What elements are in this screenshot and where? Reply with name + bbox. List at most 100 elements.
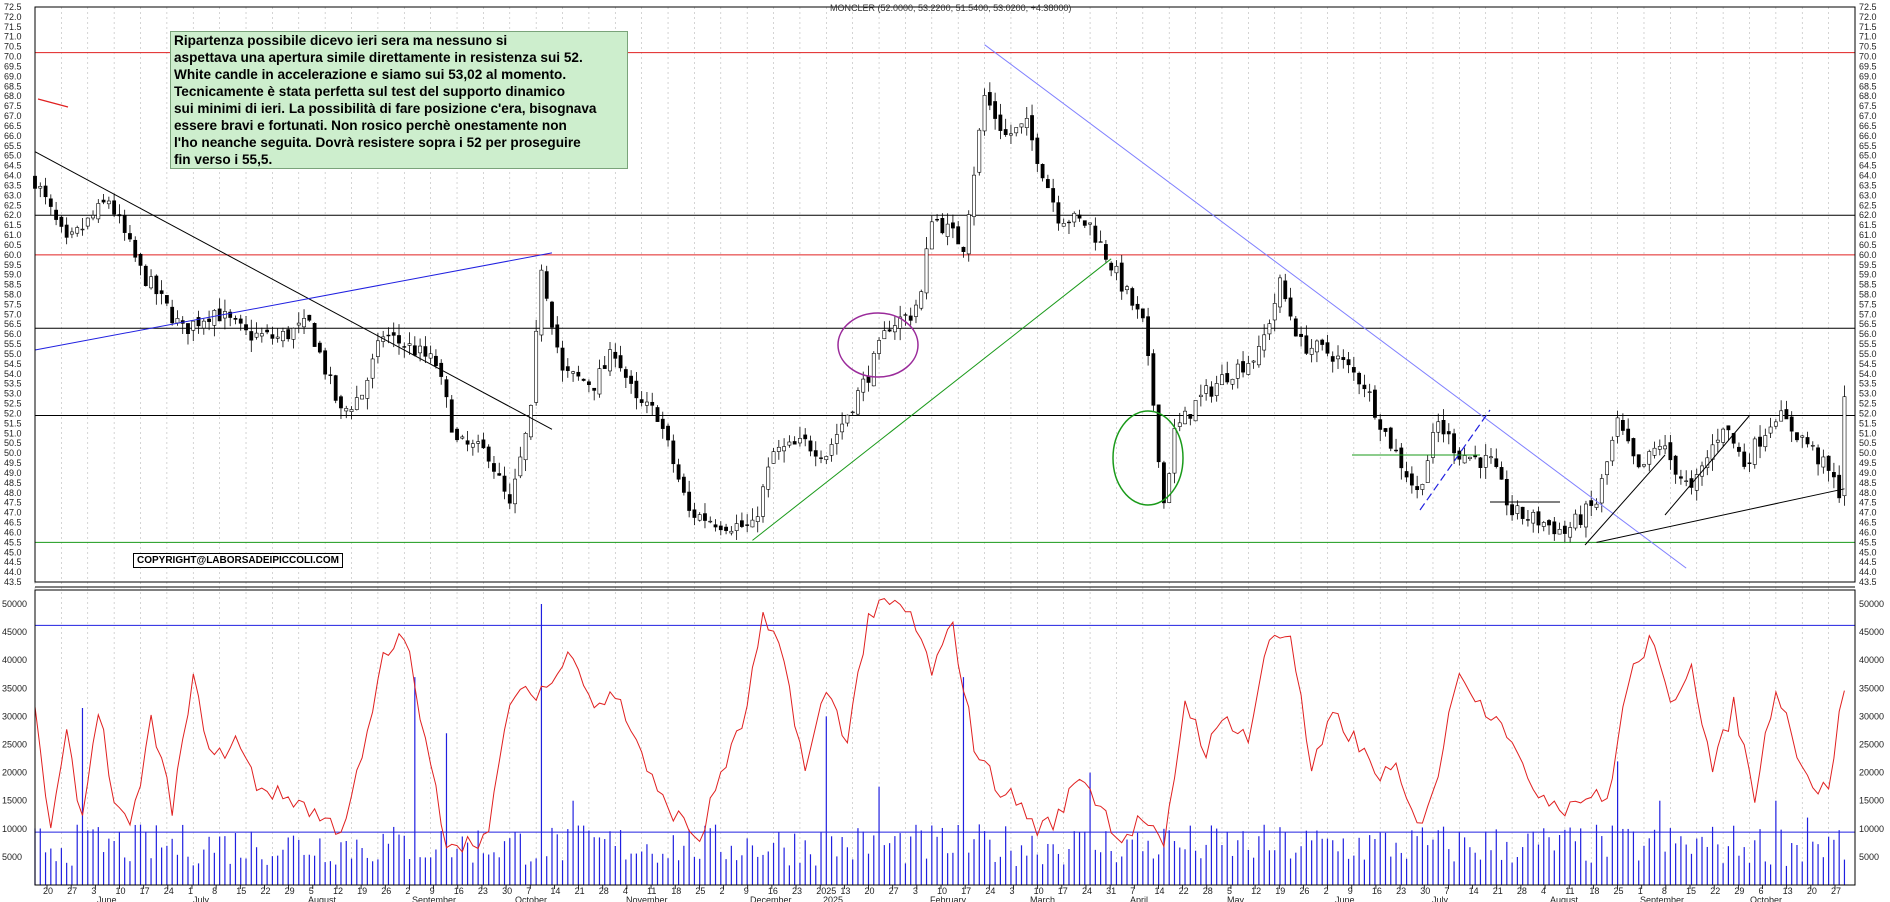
price-tick-label-right: 62.5 bbox=[1859, 200, 1877, 210]
candle-body bbox=[1842, 396, 1847, 497]
price-tick-label-right: 63.5 bbox=[1859, 180, 1877, 190]
candle-body bbox=[972, 174, 976, 217]
date-tick-label: 14 bbox=[1154, 886, 1164, 896]
date-tick-label: 1 bbox=[1638, 886, 1643, 896]
candle-body bbox=[1162, 462, 1166, 504]
candle-body bbox=[412, 345, 417, 356]
candle-body bbox=[418, 345, 423, 354]
price-tick-label-left: 49.0 bbox=[4, 468, 22, 478]
date-tick-label: 9 bbox=[1348, 886, 1353, 896]
price-tick-label-left: 61.0 bbox=[4, 230, 22, 240]
candle-body bbox=[175, 318, 180, 324]
candle-body bbox=[587, 381, 591, 385]
price-tick-label-left: 44.5 bbox=[4, 557, 22, 567]
price-tick-label-left: 67.5 bbox=[4, 101, 22, 111]
month-label: May bbox=[1227, 895, 1245, 902]
candle-body bbox=[1299, 333, 1303, 337]
price-tick-label-right: 69.5 bbox=[1859, 61, 1877, 71]
trendlines bbox=[34, 44, 1845, 569]
price-tick-label-left: 55.0 bbox=[4, 349, 22, 359]
candle-body bbox=[1752, 438, 1757, 465]
date-tick-label: 8 bbox=[212, 886, 217, 896]
candle-body bbox=[724, 526, 728, 531]
candle-body bbox=[1594, 503, 1599, 508]
date-tick-label: 30 bbox=[502, 886, 512, 896]
black-support-line-a bbox=[1584, 454, 1666, 546]
candle-body bbox=[718, 525, 723, 531]
price-tick-label-right: 49.5 bbox=[1859, 458, 1877, 468]
candle-body bbox=[1088, 222, 1092, 225]
candle-body bbox=[507, 494, 512, 504]
candle-body bbox=[1130, 288, 1135, 306]
candle-body bbox=[1626, 428, 1631, 442]
candle-body bbox=[729, 530, 734, 534]
volume-tick-label-left: 10000 bbox=[2, 824, 27, 834]
horizontal-levels bbox=[35, 52, 1855, 833]
candle-body bbox=[1098, 241, 1103, 243]
candle-body bbox=[365, 380, 370, 399]
candle-body bbox=[687, 491, 692, 511]
candle-body bbox=[935, 218, 939, 221]
candle-body bbox=[191, 320, 196, 331]
candle-body bbox=[1647, 451, 1652, 465]
price-tick-label-left: 61.5 bbox=[4, 220, 22, 230]
candle-body bbox=[1615, 417, 1620, 437]
highlight-ellipse-purple bbox=[837, 312, 919, 378]
candle-body bbox=[360, 394, 364, 400]
volume-tick-label-left: 45000 bbox=[2, 627, 27, 637]
candle-body bbox=[370, 358, 375, 379]
date-tick-label: 7 bbox=[1444, 886, 1449, 896]
candle-body bbox=[1526, 519, 1530, 521]
candle-body bbox=[1467, 456, 1472, 460]
price-tick-label-left: 66.0 bbox=[4, 131, 22, 141]
candle-body bbox=[1209, 386, 1214, 397]
price-tick-label-left: 67.0 bbox=[4, 111, 22, 121]
candle-body bbox=[534, 330, 539, 403]
date-tick-label: 27 bbox=[889, 886, 899, 896]
candle-body bbox=[1584, 503, 1588, 528]
candle-body bbox=[951, 222, 955, 229]
price-tick-label-right: 57.5 bbox=[1859, 299, 1877, 309]
price-tick-label-right: 72.5 bbox=[1859, 2, 1877, 12]
candle-body bbox=[1256, 346, 1261, 366]
candle-body bbox=[1689, 478, 1694, 488]
candle-body bbox=[808, 440, 813, 452]
price-tick-label-right: 58.5 bbox=[1859, 280, 1877, 290]
date-tick-label: 31 bbox=[1106, 886, 1116, 896]
date-tick-label: 7 bbox=[526, 886, 531, 896]
candle-body bbox=[59, 216, 64, 227]
date-tick-label: 16 bbox=[768, 886, 778, 896]
annotation-shapes bbox=[37, 98, 1751, 546]
date-tick-label: 20 bbox=[1807, 886, 1817, 896]
date-tick-label: 23 bbox=[1396, 886, 1406, 896]
candle-body bbox=[571, 371, 575, 374]
candle-body bbox=[1436, 421, 1441, 433]
candle-body bbox=[1552, 521, 1557, 535]
candle-body bbox=[1061, 223, 1066, 227]
candle-body bbox=[1315, 340, 1319, 353]
date-tick-label: 19 bbox=[357, 886, 367, 896]
candle-body bbox=[1399, 447, 1404, 469]
candle-body bbox=[966, 214, 971, 255]
date-tick-label: 26 bbox=[381, 886, 391, 896]
candle-body bbox=[608, 349, 612, 372]
volume-tick-label-left: 50000 bbox=[2, 599, 27, 609]
price-tick-label-left: 54.0 bbox=[4, 369, 22, 379]
date-tick-label: 18 bbox=[1589, 886, 1599, 896]
candle-body bbox=[692, 509, 697, 518]
price-tick-label-right: 54.5 bbox=[1859, 359, 1877, 369]
candle-body bbox=[275, 336, 280, 339]
date-tick-label: 15 bbox=[1686, 886, 1696, 896]
candle-body bbox=[1114, 265, 1119, 274]
price-tick-label-left: 70.0 bbox=[4, 52, 22, 62]
price-tick-label-right: 44.5 bbox=[1859, 557, 1877, 567]
volume-tick-label-left: 20000 bbox=[2, 768, 27, 778]
month-label: July bbox=[193, 895, 210, 902]
candle-body bbox=[1135, 303, 1140, 310]
candle-body bbox=[444, 379, 449, 398]
date-tick-label: 17 bbox=[961, 886, 971, 896]
month-label: April bbox=[1130, 895, 1148, 902]
candle-body bbox=[550, 301, 554, 328]
candle-body bbox=[961, 246, 966, 252]
